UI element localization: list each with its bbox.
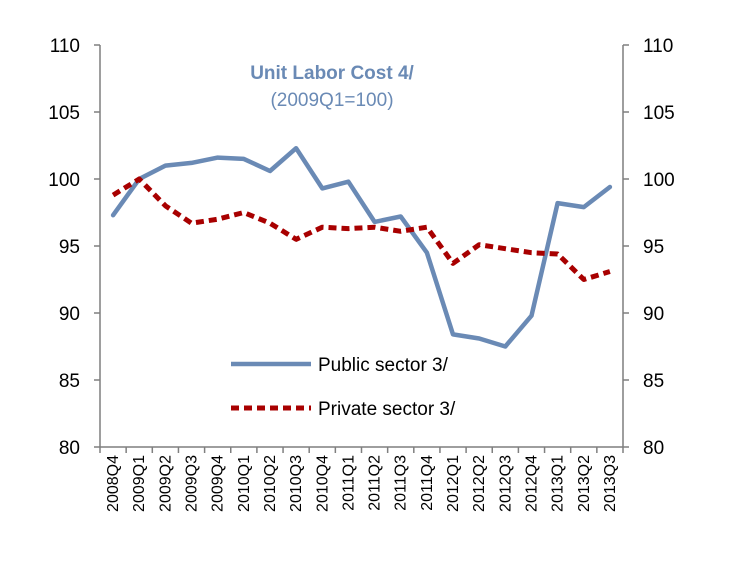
y-tick-label-left: 100 bbox=[48, 170, 80, 191]
x-tick-label: 2009Q2 bbox=[157, 455, 174, 512]
x-tick-label: 2011Q4 bbox=[419, 455, 436, 511]
y-tick-label-right: 105 bbox=[643, 103, 675, 124]
y-tick-label-left: 110 bbox=[50, 36, 80, 57]
x-tick-label: 2008Q4 bbox=[105, 455, 122, 512]
x-tick-label: 2013Q1 bbox=[550, 455, 567, 512]
series-line-private bbox=[111, 176, 611, 282]
x-tick-label: 2009Q3 bbox=[184, 455, 201, 512]
legend: Public sector 3/ Private sector 3/ bbox=[231, 355, 456, 420]
y-tick-label-right: 85 bbox=[643, 371, 664, 392]
chart-title: Unit Labor Cost 4/ bbox=[250, 63, 414, 84]
x-tick-label: 2010Q1 bbox=[236, 455, 253, 512]
chart-subtitle: (2009Q1=100) bbox=[270, 90, 393, 111]
series-group bbox=[110, 145, 613, 349]
x-tick-label: 2012Q4 bbox=[523, 455, 540, 512]
legend-label-public: Public sector 3/ bbox=[318, 355, 449, 376]
y-tick-label-right: 80 bbox=[643, 438, 664, 459]
x-tick-label: 2010Q3 bbox=[288, 455, 305, 512]
x-tick-label: 2011Q2 bbox=[367, 455, 384, 511]
y-tick-label-right: 100 bbox=[643, 170, 675, 191]
x-tick-label: 2009Q1 bbox=[131, 455, 148, 512]
y-tick-label-left: 105 bbox=[48, 103, 80, 124]
x-tick-label: 2012Q2 bbox=[471, 455, 488, 512]
y-tick-label-left: 80 bbox=[59, 438, 80, 459]
y-tick-label-right: 90 bbox=[643, 304, 664, 325]
ticks bbox=[94, 44, 629, 453]
x-tick-labels: 2008Q4 2009Q1 2009Q2 2009Q3 2009Q4 2010Q1 2010… bbox=[105, 455, 619, 512]
y-tick-label-right: 95 bbox=[643, 237, 664, 258]
x-tick-label: 2010Q4 bbox=[314, 455, 331, 512]
x-tick-label: 2011Q1 bbox=[340, 455, 357, 511]
x-tick-label: 2013Q2 bbox=[576, 455, 593, 512]
x-tick-label: 2010Q2 bbox=[262, 455, 279, 512]
x-tick-label: 2012Q3 bbox=[497, 455, 514, 512]
legend-label-private: Private sector 3/ bbox=[318, 399, 456, 420]
y-tick-labels-left: 80 85 90 95 100 105 110 bbox=[48, 36, 80, 459]
y-tick-label-left: 95 bbox=[59, 237, 80, 258]
x-tick-label: 2011Q3 bbox=[393, 455, 410, 511]
y-tick-labels-right: 80 85 90 95 100 105 110 bbox=[643, 36, 675, 459]
series-line-public bbox=[110, 145, 613, 349]
y-tick-label-left: 85 bbox=[59, 371, 80, 392]
y-tick-label-left: 90 bbox=[59, 304, 80, 325]
x-tick-label: 2009Q4 bbox=[210, 455, 227, 512]
y-tick-label-right: 110 bbox=[643, 36, 673, 57]
x-tick-label: 2013Q3 bbox=[602, 455, 619, 512]
x-tick-label: 2012Q1 bbox=[445, 455, 462, 512]
